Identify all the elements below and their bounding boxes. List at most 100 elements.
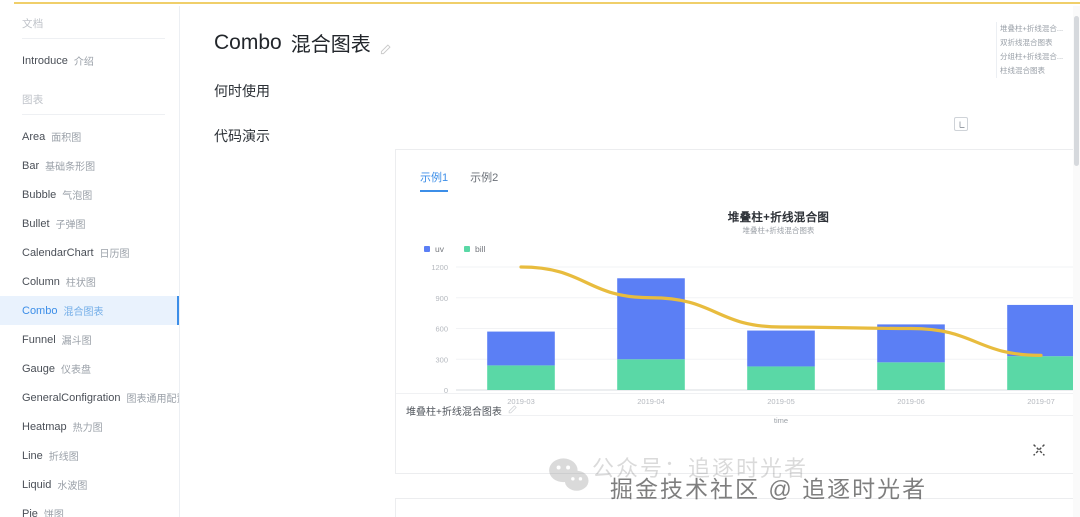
section-code-demo: 代码演示 <box>214 128 270 144</box>
toc-item-2[interactable]: 分组柱+折线混合... <box>1000 52 1064 61</box>
top-left-gap <box>0 0 14 6</box>
demo-caption: 堆叠柱+折线混合图表 <box>396 394 1080 418</box>
sidebar-item-label-cn: 仪表盘 <box>61 365 92 376</box>
sidebar-item-calendarchart[interactable]: CalendarChart 日历图 <box>0 238 179 267</box>
pencil-icon[interactable] <box>380 37 391 55</box>
sidebar-item-label-cn: 日历图 <box>99 249 130 260</box>
page-title: Combo 混合图表 <box>214 28 1080 57</box>
sidebar-item-label-cn: 气泡图 <box>62 191 93 202</box>
sidebar-item-label-cn: 混合图表 <box>63 307 104 318</box>
sidebar-item-label-cn: 面积图 <box>51 133 82 144</box>
chart-legend-left: uv bill <box>424 244 485 254</box>
bar-segment-uv <box>487 331 555 366</box>
chart-area: 堆叠柱+折线混合图 堆叠柱+折线混合图表 uv bill count <box>396 192 1080 437</box>
sidebar-item-bar[interactable]: Bar 基础条形图 <box>0 151 179 180</box>
bar-segment-uv <box>747 330 815 367</box>
bar-segment-bill <box>617 359 685 390</box>
sidebar-item-label-en: Bubble <box>22 188 57 201</box>
toc-item-3[interactable]: 柱线混合图表 <box>1000 66 1045 75</box>
demo-caption-text: 堆叠柱+折线混合图表 <box>406 407 502 418</box>
sidebar-item-label-cn: 水波图 <box>57 481 88 492</box>
caption-divider <box>500 415 1080 416</box>
bar-segment-bill <box>747 366 815 390</box>
chart-title: 堆叠柱+折线混合图 <box>727 212 830 224</box>
chart-subtitle: 堆叠柱+折线混合图表 <box>742 226 815 235</box>
sidebar-item-label-en: Bullet <box>22 217 50 230</box>
top-strip <box>0 0 1080 6</box>
sidebar-item-funnel[interactable]: Funnel 漏斗图 <box>0 325 179 354</box>
page-title-cn: 混合图表 <box>290 34 371 56</box>
sidebar-item-liquid[interactable]: Liquid 水波图 <box>0 470 179 499</box>
legend-item-bill[interactable]: bill <box>463 244 486 254</box>
table-of-contents: 堆叠柱+折线混合... 双折线混合图表分组柱+折线混合... 柱线混合图表 <box>996 22 1074 78</box>
sidebar-item-label-cn: 子弹图 <box>55 220 86 231</box>
toc-list: 堆叠柱+折线混合... 双折线混合图表分组柱+折线混合... 柱线混合图表 <box>996 22 1074 78</box>
sidebar-item-pie[interactable]: Pie 饼图 <box>0 499 179 517</box>
toc-item-0[interactable]: 堆叠柱+折线混合... <box>1000 24 1064 33</box>
x-axis-tick: 2019-07 <box>1027 397 1055 406</box>
x-axis-tick: 2019-06 <box>897 397 925 406</box>
sidebar-item-label-en: Column <box>22 275 60 288</box>
bar-segment-bill <box>1007 356 1075 390</box>
sidebar-item-label-en: Liquid <box>22 478 52 491</box>
sidebar-item-combo[interactable]: Combo 混合图表 <box>0 296 179 325</box>
y-axis-left-tick: 0 <box>444 386 448 395</box>
expand-icon[interactable] <box>954 117 968 131</box>
x-axis-label: time <box>774 416 788 425</box>
x-axis-tick: 2019-05 <box>767 397 795 406</box>
sidebar-item-heatmap[interactable]: Heatmap 热力图 <box>0 412 179 441</box>
line-series-count <box>519 265 1043 358</box>
legend-label-bill: bill <box>474 244 486 254</box>
sidebar-item-label-cn: 图表通用配置 <box>126 394 179 405</box>
sidebar-chart-list: Area 面积图 Bar 基础条形图 Bubble 气泡图 Bullet 子弹图 Calenda… <box>0 122 179 517</box>
toc-item-1[interactable]: 双折线混合图表 <box>1000 38 1053 47</box>
sidebar-item-area[interactable]: Area 面积图 <box>0 122 179 151</box>
toc-divider <box>996 22 997 78</box>
tab-example-2[interactable]: 示例2 <box>470 172 499 184</box>
next-demo-card <box>395 498 1080 517</box>
bar-segment-bill <box>877 362 945 390</box>
legend-swatch-uv <box>424 246 430 252</box>
top-accent-line <box>0 2 1080 4</box>
sidebar-item-generalconfigration[interactable]: GeneralConfigration 图表通用配置 <box>0 383 179 412</box>
sidebar: 文档 Introduce 介绍 图表 Area 面积图 Bar 基础条形图 Bubble… <box>0 6 180 517</box>
scrollbar-track[interactable] <box>1073 6 1080 517</box>
sidebar-item-bubble[interactable]: Bubble 气泡图 <box>0 180 179 209</box>
sidebar-item-introduce[interactable]: Introduce 介绍 <box>0 46 179 75</box>
page-title-en: Combo <box>214 30 282 54</box>
sidebar-item-label-en: Funnel <box>22 333 56 346</box>
sidebar-item-bullet[interactable]: Bullet 子弹图 <box>0 209 179 238</box>
sidebar-item-label-cn: 漏斗图 <box>61 336 92 347</box>
sidebar-divider-2 <box>22 114 165 115</box>
x-axis-tick: 2019-03 <box>507 397 535 406</box>
tab-example-1[interactable]: 示例1 <box>420 169 449 192</box>
sidebar-item-label-cn: 介绍 <box>73 57 94 68</box>
y-axis-left-tick: 900 <box>435 294 448 303</box>
sidebar-item-label-en: CalendarChart <box>22 246 94 259</box>
legend-label-uv: uv <box>435 244 444 254</box>
sidebar-item-label-en: Introduce <box>22 54 68 67</box>
sidebar-item-label-en: Pie <box>22 507 38 517</box>
chart-plot: 0300600900120002004006008002019-032019-0… <box>431 263 1080 425</box>
y-axis-left-tick: 1200 <box>431 263 448 272</box>
sidebar-item-label-cn: 柱状图 <box>65 278 96 289</box>
main-content: Combo 混合图表 何时使用 代码演示 示例1 示例2 堆叠柱+折线混合图 堆… <box>180 6 1080 517</box>
sidebar-item-column[interactable]: Column 柱状图 <box>0 267 179 296</box>
sidebar-item-label-en: Line <box>22 449 43 462</box>
pencil-icon[interactable] <box>508 405 519 416</box>
y-axis-left-tick: 300 <box>435 355 448 364</box>
sidebar-item-line[interactable]: Line 折线图 <box>0 441 179 470</box>
scrollbar-thumb[interactable] <box>1074 16 1079 166</box>
sidebar-item-gauge[interactable]: Gauge 仪表盘 <box>0 354 179 383</box>
demo-card: 示例1 示例2 堆叠柱+折线混合图 堆叠柱+折线混合图表 uv bill <box>395 149 1080 474</box>
sidebar-item-label-en: Bar <box>22 159 40 172</box>
sidebar-item-label-en: Combo <box>22 304 58 317</box>
bar-segment-uv <box>1007 304 1075 357</box>
legend-item-uv[interactable]: uv <box>424 244 444 254</box>
bar-segment-uv <box>617 278 685 360</box>
sidebar-item-label-en: Heatmap <box>22 420 67 433</box>
sidebar-item-label-cn: 饼图 <box>43 510 64 517</box>
sidebar-item-label-cn: 热力图 <box>72 423 103 434</box>
section-when-to-use: 何时使用 <box>214 83 270 99</box>
